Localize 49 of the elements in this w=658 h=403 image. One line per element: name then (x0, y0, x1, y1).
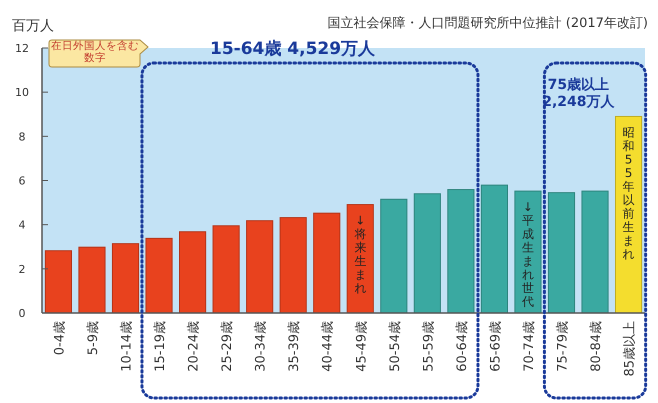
x-tick-label: 85歳以上 (622, 321, 638, 377)
bar (246, 220, 274, 314)
text: 昭和55年以前生まれ (622, 125, 635, 261)
x-tick-label: 5-9歳 (86, 321, 101, 356)
x-tick-label: 25-29歳 (220, 321, 236, 372)
bar (380, 198, 408, 314)
bar (313, 212, 340, 314)
x-tick-label: 70-74歳 (522, 321, 537, 372)
x-tick-label: 65-69歳 (488, 321, 504, 372)
x-tick-label: 50-54歳 (388, 321, 403, 372)
x-tick-label: 10-14歳 (120, 321, 135, 372)
x-tick-label: 35-39歳 (287, 321, 302, 372)
x-tick-label: 55-59歳 (421, 321, 436, 372)
x-tick-label: 80-84歳 (589, 321, 604, 372)
bar (179, 231, 206, 314)
x-tick-label: 20-24歳 (186, 321, 202, 372)
bar (212, 225, 240, 314)
y-tick-label: 10 (15, 86, 29, 100)
bar (548, 192, 576, 314)
bar (78, 246, 106, 314)
chart-title: 国立社会保障・人口問題研究所中位推計 (2017年改訂) (328, 15, 648, 31)
bar (145, 238, 173, 314)
bar (480, 184, 508, 314)
bar (280, 217, 307, 314)
bar (447, 189, 474, 314)
y-tick-label: 0 (18, 307, 26, 320)
annotation: 在日外国人を含む数字 (50, 40, 140, 64)
y-tick-label: 6 (18, 174, 26, 188)
y-tick-label: 2 (18, 262, 26, 276)
y-tick-label: 8 (18, 130, 26, 144)
x-tick-label: 30-34歳 (254, 321, 269, 372)
annotation: 15-64歳 4,529万人 (210, 39, 376, 59)
y-tick-label: 12 (15, 42, 29, 55)
bar (581, 190, 609, 314)
y-tick-label: 4 (18, 218, 26, 232)
annotation: ↓将来生まれ (353, 214, 366, 296)
bar (414, 193, 441, 314)
bar (44, 250, 72, 314)
annotation: ↓平成生まれ世代 (520, 200, 534, 309)
x-tick-label: 45-49歳 (354, 321, 370, 372)
bar (112, 243, 140, 314)
x-tick-label: 0-4歳 (52, 321, 68, 356)
x-tick-label: 40-44歳 (320, 321, 336, 372)
bar (346, 204, 374, 314)
x-tick-label: 60-64歳 (454, 321, 470, 372)
y-axis-title: 百万人 (12, 18, 54, 34)
x-tick-label: 15-19歳 (153, 321, 168, 372)
annotation: 75歳以上 2,248万人 (542, 77, 616, 110)
x-tick-label: 75-79歳 (555, 321, 570, 372)
